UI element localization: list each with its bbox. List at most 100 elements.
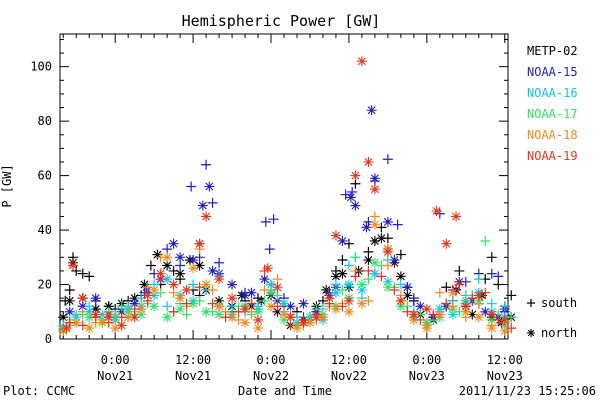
north-marker xyxy=(97,309,108,320)
south-marker xyxy=(392,219,403,230)
north-marker xyxy=(431,206,442,217)
x-tick-time-label: 12:00 xyxy=(175,353,211,367)
north-marker xyxy=(168,279,179,290)
south-marker xyxy=(84,271,95,282)
south-marker xyxy=(343,260,354,271)
south-marker xyxy=(260,216,271,227)
north-marker xyxy=(253,306,264,317)
south-marker xyxy=(486,252,497,263)
north-marker xyxy=(304,317,315,328)
north-marker xyxy=(356,298,367,309)
legend-entry: NOAA-18 xyxy=(527,128,578,142)
north-marker xyxy=(441,238,452,249)
x-tick-time-label: 12:00 xyxy=(331,353,367,367)
north-marker xyxy=(61,323,72,334)
north-marker xyxy=(175,304,186,315)
north-marker xyxy=(266,301,277,312)
south-marker xyxy=(207,284,218,295)
x-tick-date-label: Nov21 xyxy=(175,369,211,383)
north-marker xyxy=(207,265,218,276)
north-marker xyxy=(480,306,491,317)
south-marker xyxy=(389,284,400,295)
north-marker xyxy=(175,252,186,263)
north-marker xyxy=(285,312,296,323)
north-marker xyxy=(350,200,361,211)
x-tick-date-label: Nov23 xyxy=(409,369,445,383)
north-marker xyxy=(168,238,179,249)
north-marker xyxy=(311,312,322,323)
north-marker xyxy=(246,287,257,298)
north-marker xyxy=(214,309,225,320)
north-marker xyxy=(149,290,160,301)
north-marker xyxy=(415,301,426,312)
north-marker xyxy=(227,293,238,304)
south-marker xyxy=(220,312,231,323)
north-marker xyxy=(240,290,251,301)
south-marker xyxy=(64,317,75,328)
south-marker xyxy=(116,301,127,312)
north-marker xyxy=(181,284,192,295)
north-marker xyxy=(71,312,82,323)
south-marker xyxy=(186,181,197,192)
north-marker xyxy=(162,260,173,271)
south-marker xyxy=(337,255,348,266)
north-marker xyxy=(253,314,264,325)
north-marker xyxy=(194,238,205,249)
north-marker xyxy=(84,323,95,334)
legend-entry: METP-02 xyxy=(527,44,578,58)
y-tick-label: 80 xyxy=(38,114,52,128)
north-marker xyxy=(155,268,166,279)
south-marker xyxy=(499,301,510,312)
south-marker xyxy=(337,301,348,312)
south-marker xyxy=(506,323,517,334)
north-marker xyxy=(356,284,367,295)
north-marker xyxy=(321,284,332,295)
north-marker xyxy=(369,268,380,279)
north-marker xyxy=(447,309,458,320)
south-marker xyxy=(201,159,212,170)
north-marker xyxy=(330,287,341,298)
north-marker xyxy=(473,290,484,301)
north-marker xyxy=(460,301,471,312)
north-marker xyxy=(350,170,361,181)
north-marker xyxy=(201,211,212,222)
north-marker xyxy=(279,298,289,309)
north-marker xyxy=(266,287,277,298)
north-marker xyxy=(395,295,406,306)
y-tick-label: 0 xyxy=(45,332,52,346)
south-marker xyxy=(259,284,270,295)
north-marker xyxy=(376,233,387,244)
south-marker xyxy=(486,268,497,279)
north-marker xyxy=(298,298,309,309)
north-marker xyxy=(451,211,462,222)
north-marker xyxy=(363,156,374,167)
south-marker xyxy=(473,274,484,285)
south-marker xyxy=(347,186,358,197)
south-marker xyxy=(188,279,199,290)
south-marker xyxy=(264,244,275,255)
north-marker xyxy=(136,309,147,320)
north-marker xyxy=(188,263,199,274)
y-axis: 0 20 40 60 80 100 xyxy=(30,38,508,346)
north-marker xyxy=(90,304,101,315)
north-marker xyxy=(201,279,212,290)
data-points xyxy=(58,56,517,336)
north-marker xyxy=(240,317,251,328)
north-marker xyxy=(382,216,393,227)
north-marker xyxy=(162,252,173,263)
north-marker xyxy=(345,192,356,203)
north-marker xyxy=(317,312,328,323)
plot-timestamp: 2011/11/23 15:25:06 xyxy=(459,384,596,398)
legend-entry: NOAA-17 xyxy=(527,107,578,121)
north-marker xyxy=(90,309,101,320)
x-tick-time-label: 12:00 xyxy=(487,353,523,367)
north-marker xyxy=(97,317,108,328)
north-marker xyxy=(58,312,69,323)
north-marker xyxy=(324,293,335,304)
north-marker xyxy=(369,219,380,230)
south-marker xyxy=(214,257,225,268)
north-marker xyxy=(330,271,341,282)
north-marker xyxy=(136,304,147,315)
north-marker xyxy=(214,295,225,306)
